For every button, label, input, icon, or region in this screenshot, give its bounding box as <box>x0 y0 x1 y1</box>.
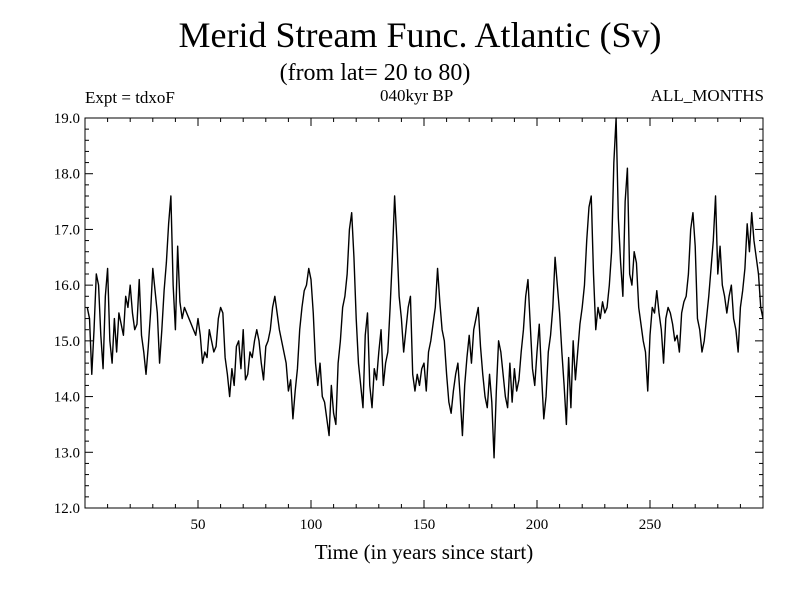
x-tick-label: 100 <box>300 517 323 533</box>
chart-subtitle: (from lat= 20 to 80) <box>279 60 471 86</box>
experiment-label: Expt = tdxoF <box>85 88 175 107</box>
y-tick-label: 16.0 <box>54 278 80 294</box>
x-tick-label: 250 <box>639 517 662 533</box>
y-axis-tick-labels: 12.0 13.0 14.0 15.0 16.0 17.0 18.0 19.0 <box>54 111 80 517</box>
y-tick-label: 14.0 <box>54 390 80 406</box>
y-tick-label: 13.0 <box>54 445 80 461</box>
series-line <box>86 117 764 459</box>
x-axis-label: Time (in years since start) <box>314 540 534 564</box>
chart-title: Merid Stream Func. Atlantic (Sv) <box>178 15 662 55</box>
y-tick-label: 17.0 <box>54 222 80 238</box>
axis-ticks <box>85 117 763 509</box>
x-tick-label: 150 <box>413 517 436 533</box>
y-tick-label: 18.0 <box>54 167 80 183</box>
x-tick-label: 200 <box>526 517 549 533</box>
y-tick-label: 12.0 <box>54 501 80 517</box>
y-tick-label: 19.0 <box>54 111 80 127</box>
months-label: ALL_MONTHS <box>650 86 764 105</box>
x-axis-tick-labels: 50 100 150 200 250 <box>191 517 662 533</box>
y-tick-label: 15.0 <box>54 334 80 350</box>
era-label: 040kyr BP <box>380 86 454 105</box>
x-tick-label: 50 <box>191 517 206 533</box>
